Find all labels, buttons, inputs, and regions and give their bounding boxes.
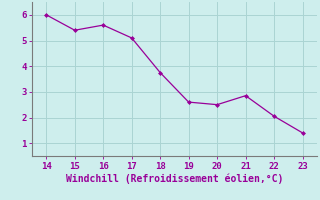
X-axis label: Windchill (Refroidissement éolien,°C): Windchill (Refroidissement éolien,°C) [66,173,283,184]
